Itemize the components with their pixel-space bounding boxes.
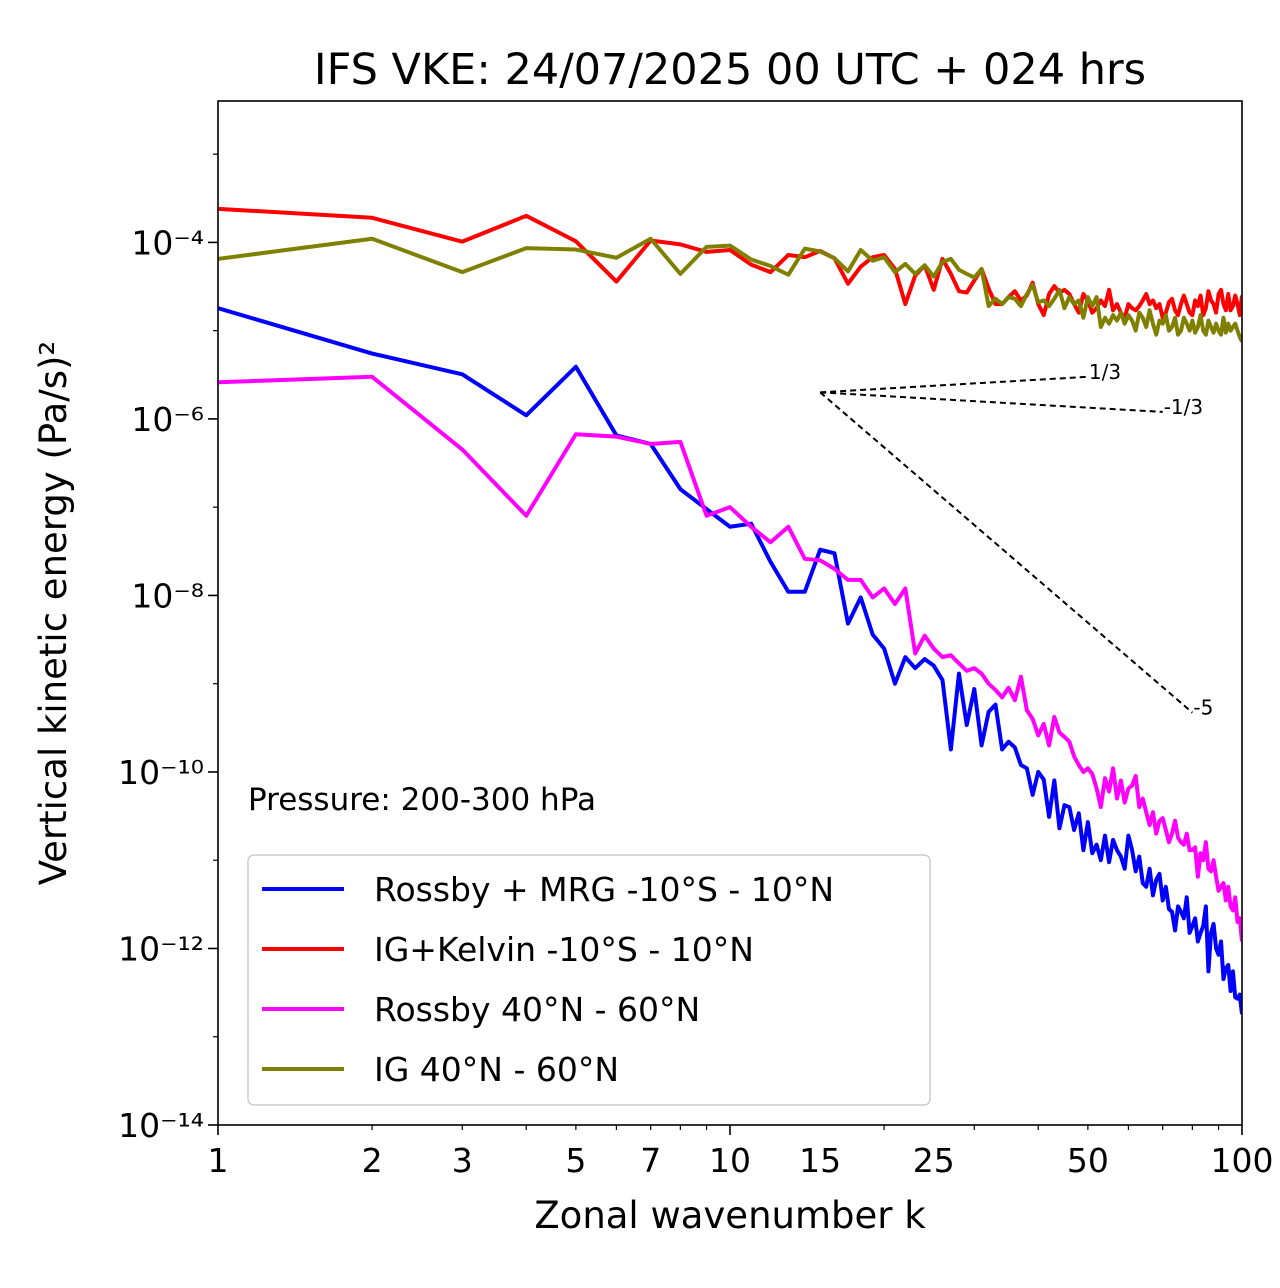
x-tick-label: 50 [1067, 1141, 1109, 1180]
y-axis-ticks: 10⁻¹⁴ 10⁻¹² 10⁻¹⁰ 10⁻⁸ 10⁻⁶ 10⁻⁴ [118, 153, 218, 1145]
y-tick-label: 10⁻⁴ [131, 223, 204, 262]
reference-line-label: -5 [1193, 696, 1213, 720]
y-tick-label: 10⁻⁸ [131, 576, 204, 615]
legend-label: IG 40°N - 60°N [374, 1050, 619, 1089]
series-line [218, 306, 1242, 1015]
y-tick-label: 10⁻¹⁰ [118, 753, 204, 792]
reference-line-label: -1/3 [1164, 395, 1203, 419]
x-axis-label: Zonal wavenumber k [534, 1194, 926, 1237]
x-tick-label: 2 [362, 1141, 383, 1180]
y-tick-label: 10⁻¹² [118, 929, 204, 968]
y-tick-label: 10⁻¹⁴ [118, 1106, 204, 1145]
x-axis-ticks: 1 2 3 5 7 10 15 25 50 100 [208, 1125, 1274, 1180]
reference-line [820, 391, 1163, 413]
x-tick-label: 3 [452, 1141, 473, 1180]
reference-line [819, 391, 1194, 714]
chart-title: IFS VKE: 24/07/2025 00 UTC + 024 hrs [314, 45, 1146, 95]
y-tick-label: 10⁻⁶ [131, 400, 204, 439]
x-tick-label: 10 [709, 1141, 751, 1180]
y-axis-label: Vertical kinetic energy (Pa/s)² [32, 341, 75, 886]
pressure-annotation: Pressure: 200-300 hPa [248, 782, 596, 818]
legend-box [247, 854, 931, 1106]
series-line [218, 206, 1242, 320]
legend: Rossby + MRG -10°S - 10°N IG+Kelvin -10°S… [247, 854, 931, 1106]
x-tick-label: 7 [640, 1141, 661, 1180]
series-line [218, 374, 1242, 942]
x-tick-label: 100 [1211, 1141, 1274, 1180]
reference-line-label: 1/3 [1089, 360, 1121, 384]
legend-label: Rossby + MRG -10°S - 10°N [374, 870, 834, 909]
reference-slope-labels: 1/3 -1/3 -5 [1089, 360, 1213, 720]
series-line [218, 236, 1242, 343]
legend-label: Rossby 40°N - 60°N [374, 990, 700, 1029]
x-tick-label: 1 [208, 1141, 229, 1180]
x-tick-label: 25 [913, 1141, 955, 1180]
reference-line [820, 375, 1088, 394]
series-lines [218, 206, 1242, 1015]
legend-label: IG+Kelvin -10°S - 10°N [374, 930, 754, 969]
x-tick-label: 15 [799, 1141, 841, 1180]
reference-slope-lines [819, 375, 1194, 714]
x-tick-label: 5 [565, 1141, 586, 1180]
